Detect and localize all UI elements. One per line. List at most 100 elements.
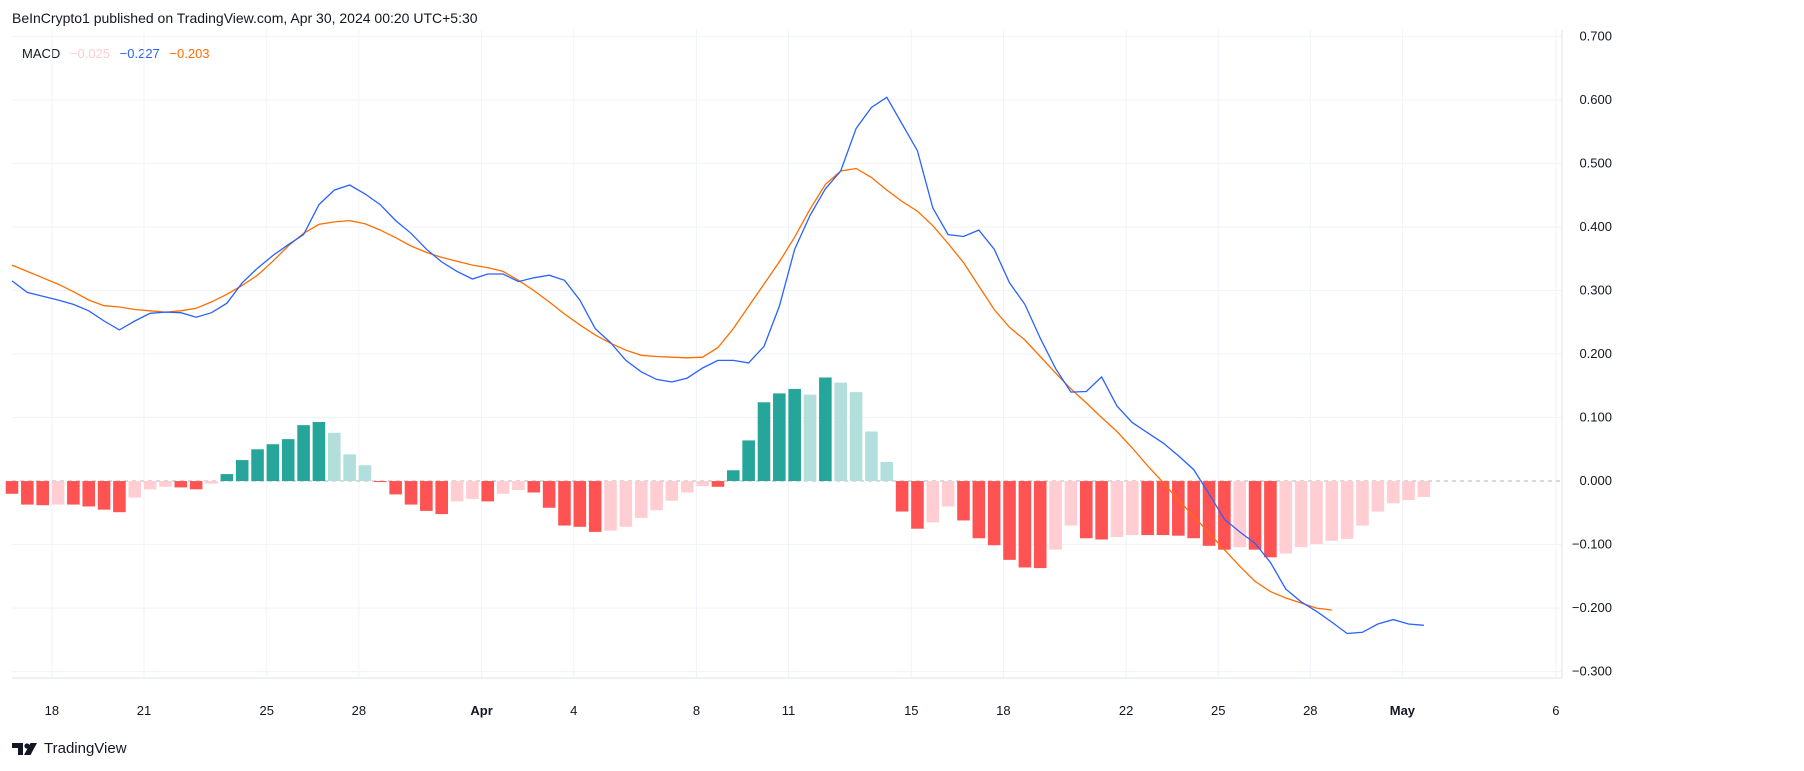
publisher-line: BeInCrypto1 published on TradingView.com…	[12, 10, 478, 26]
histogram-bar	[1279, 481, 1293, 554]
histogram-bar	[97, 481, 111, 510]
histogram-bar	[1172, 481, 1185, 536]
histogram-bar	[619, 481, 633, 527]
histogram-bar	[803, 394, 817, 482]
histogram-bar	[1095, 481, 1108, 540]
histogram-bar	[634, 481, 648, 518]
histogram-bar	[742, 440, 755, 482]
histogram-bar	[327, 432, 341, 482]
histogram-bar	[1310, 481, 1323, 544]
x-tick-label: 28	[1303, 703, 1317, 718]
histogram-bar	[143, 481, 157, 490]
histogram-bar	[542, 481, 556, 508]
histogram-bar	[1126, 481, 1139, 536]
histogram-bar	[527, 481, 541, 493]
histogram-bar	[51, 481, 65, 505]
y-tick-label: 0.300	[1579, 282, 1612, 297]
histogram-bar	[5, 481, 19, 494]
histogram-bar	[159, 481, 172, 487]
y-tick-label: 0.700	[1579, 28, 1612, 43]
histogram-bar	[1356, 481, 1369, 526]
histogram-bar	[757, 402, 771, 482]
histogram-bar	[174, 481, 188, 488]
histogram-bar	[1110, 481, 1124, 537]
x-tick-label: May	[1390, 703, 1416, 718]
histogram-bar	[1064, 481, 1078, 526]
price-axis[interactable]: 0.700 0.600 0.500 0.400 0.300 0.200 0.100 0.000…	[1572, 28, 1612, 678]
legend-macd-value: −0.227	[119, 46, 160, 61]
histogram-bar	[220, 474, 234, 482]
histogram-bar	[941, 481, 955, 507]
histogram-bar	[588, 481, 602, 532]
histogram-bar	[404, 481, 418, 505]
histogram-bar	[21, 481, 34, 505]
macd-line	[11, 96, 1424, 635]
histogram-bar	[1033, 481, 1047, 569]
histogram-series	[5, 377, 1431, 569]
y-tick-label: −0.300	[1572, 664, 1612, 679]
x-tick-label: 21	[137, 703, 151, 718]
y-tick-label: −0.200	[1572, 600, 1612, 615]
y-tick-label: 0.600	[1579, 92, 1612, 107]
histogram-bar	[895, 481, 909, 512]
legend-indicator-name[interactable]: MACD	[22, 46, 61, 61]
x-tick-label: 11	[782, 703, 796, 718]
legend-signal-value: −0.203	[169, 46, 210, 61]
histogram-bar	[358, 465, 372, 482]
histogram-bar	[1294, 481, 1308, 548]
x-tick-label: 18	[996, 703, 1010, 718]
histogram-bar	[1218, 481, 1231, 550]
y-tick-label: 0.500	[1579, 155, 1612, 170]
histogram-bar	[1079, 481, 1093, 539]
histogram-bar	[726, 470, 740, 482]
histogram-bar	[1264, 481, 1277, 558]
x-tick-label: 25	[1211, 703, 1225, 718]
footer-brand[interactable]: TradingView	[12, 740, 127, 757]
x-tick-label: 6	[1552, 703, 1559, 718]
grid	[12, 30, 1562, 678]
histogram-bar	[880, 462, 894, 482]
histogram-bar	[773, 393, 786, 482]
histogram-bar	[1233, 481, 1247, 548]
histogram-bar	[711, 481, 725, 487]
histogram-bar	[281, 439, 295, 482]
x-tick-label: 22	[1119, 703, 1133, 718]
histogram-bar	[819, 377, 832, 482]
histogram-bar	[481, 481, 495, 502]
tradingview-logo-icon	[12, 742, 37, 755]
y-tick-label: 0.200	[1579, 346, 1612, 361]
histogram-bar	[512, 481, 525, 490]
histogram-bar	[788, 388, 801, 482]
x-tick-label: 15	[904, 703, 918, 718]
histogram-bar	[1371, 481, 1385, 512]
y-tick-label: −0.100	[1572, 537, 1612, 552]
histogram-bar	[128, 481, 142, 498]
histogram-bar	[1386, 481, 1400, 504]
x-tick-label: 25	[260, 703, 274, 718]
histogram-bar	[1202, 481, 1216, 546]
histogram-bar	[849, 392, 863, 482]
histogram-bar	[834, 382, 848, 482]
histogram-bar	[1018, 481, 1032, 568]
indicator-legend: MACD −0.025 −0.227 −0.203	[22, 46, 216, 61]
histogram-bar	[113, 481, 126, 513]
histogram-bar	[205, 481, 218, 484]
histogram-bar	[389, 481, 402, 495]
histogram-bar	[297, 425, 310, 482]
histogram-bar	[450, 481, 464, 502]
histogram-bar	[496, 481, 510, 494]
histogram-bar	[665, 481, 679, 501]
histogram-bar	[987, 481, 1001, 546]
histogram-bar	[235, 460, 249, 482]
time-axis[interactable]: 18 21 25 28 Apr 4 8 11 15 18 22 25 28 May 6	[45, 703, 1560, 718]
histogram-bar	[972, 481, 986, 539]
histogram-bar	[466, 481, 479, 499]
y-tick-label: 0.000	[1579, 473, 1612, 488]
histogram-bar	[67, 481, 80, 505]
x-tick-label: Apr	[470, 703, 492, 718]
histogram-bar	[650, 481, 663, 511]
histogram-bar	[343, 454, 356, 482]
x-tick-label: 8	[693, 703, 700, 718]
histogram-bar	[435, 481, 448, 515]
